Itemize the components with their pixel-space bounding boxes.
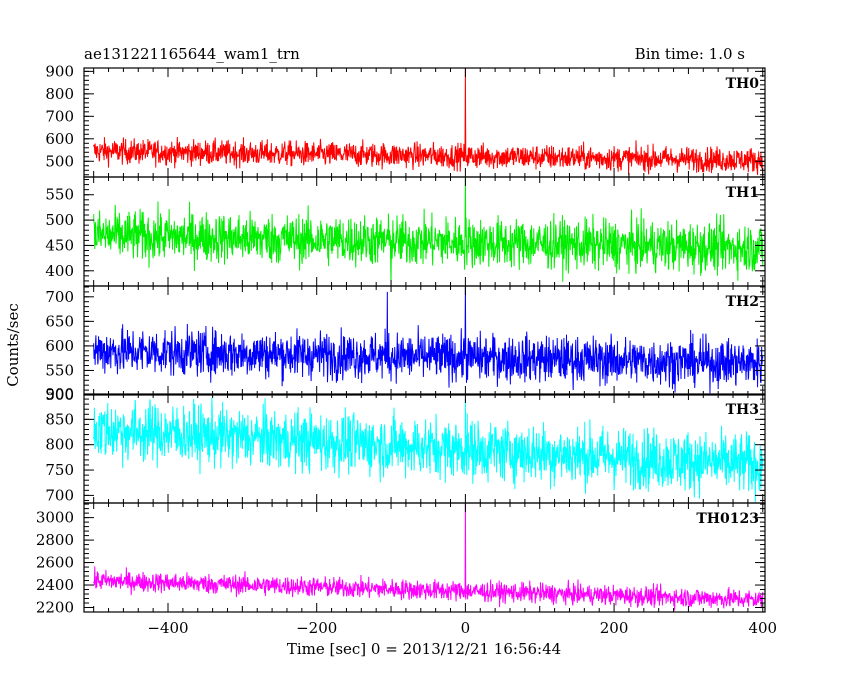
- x-tick-label: 200: [600, 619, 629, 637]
- panels-group: 500 600 700 800 900 TH0 400 450 500 550 TH1 500 550 6…: [36, 62, 777, 637]
- series-line-th0: [93, 68, 764, 176]
- y-tick-label: 700: [45, 107, 74, 125]
- series-line-th1: [93, 177, 764, 284]
- y-tick-label: 500: [45, 211, 74, 229]
- y-tick-label: 750: [45, 461, 74, 479]
- y-tick-label: 2800: [36, 531, 74, 549]
- y-tick-label: 900: [45, 62, 74, 80]
- y-tick-label: 2400: [36, 576, 74, 594]
- y-tick-label: 450: [45, 236, 74, 254]
- y-tick-label: 650: [45, 312, 74, 330]
- y-tick-label: 700: [45, 486, 74, 504]
- y-tick-label: 2200: [36, 599, 74, 617]
- y-tick-label: 850: [45, 410, 74, 428]
- y-tick-label: 600: [45, 130, 74, 148]
- y-axis-label: Counts/sec: [4, 303, 22, 387]
- y-tick-label: 800: [45, 85, 74, 103]
- y-tick-label: 550: [45, 361, 74, 379]
- series-line-th0123: [93, 503, 764, 611]
- panel-frame: [83, 67, 766, 178]
- series-line-th3: [93, 397, 764, 503]
- chart-title: ae131221165644_wam1_trn: [84, 45, 300, 63]
- x-tick-label: −400: [147, 619, 188, 637]
- panel-label: TH2: [726, 294, 759, 310]
- panel-th3: 700 750 800 850 900 TH3: [45, 385, 766, 504]
- y-tick-label: 500: [45, 386, 74, 404]
- y-tick-label: 3000: [36, 509, 74, 527]
- x-tick-label: 0: [461, 619, 471, 637]
- y-tick-label: 500: [45, 152, 74, 170]
- panel-th0123: 2200 2400 2600 2800 3000 TH0123: [36, 502, 766, 617]
- x-tick-label: −200: [296, 619, 337, 637]
- panel-label: TH0123: [696, 511, 759, 527]
- panel-label: TH0: [726, 76, 760, 92]
- x-tick-label: 400: [748, 619, 777, 637]
- y-tick-label: 2600: [36, 554, 74, 572]
- panel-label: TH3: [726, 402, 759, 418]
- y-tick-label: 900: [45, 385, 74, 403]
- y-tick-label: 550: [45, 186, 74, 204]
- panel-label: TH1: [726, 185, 759, 201]
- panel-th2: 500 550 600 650 700 TH2: [45, 285, 766, 404]
- y-tick-label: 600: [45, 337, 74, 355]
- y-tick-label: 400: [45, 262, 74, 280]
- series-line-th2: [93, 286, 764, 394]
- y-tick-label: 800: [45, 436, 74, 454]
- panel-frame: [83, 502, 766, 613]
- panel-th1: 400 450 500 550 TH1: [45, 176, 766, 287]
- x-axis-label: Time [sec] 0 = 2013/12/21 16:56:44: [287, 640, 561, 658]
- panel-th0: 500 600 700 800 900 TH0: [45, 62, 766, 178]
- y-tick-label: 700: [45, 288, 74, 306]
- bin-time-label: Bin time: 1.0 s: [635, 45, 745, 63]
